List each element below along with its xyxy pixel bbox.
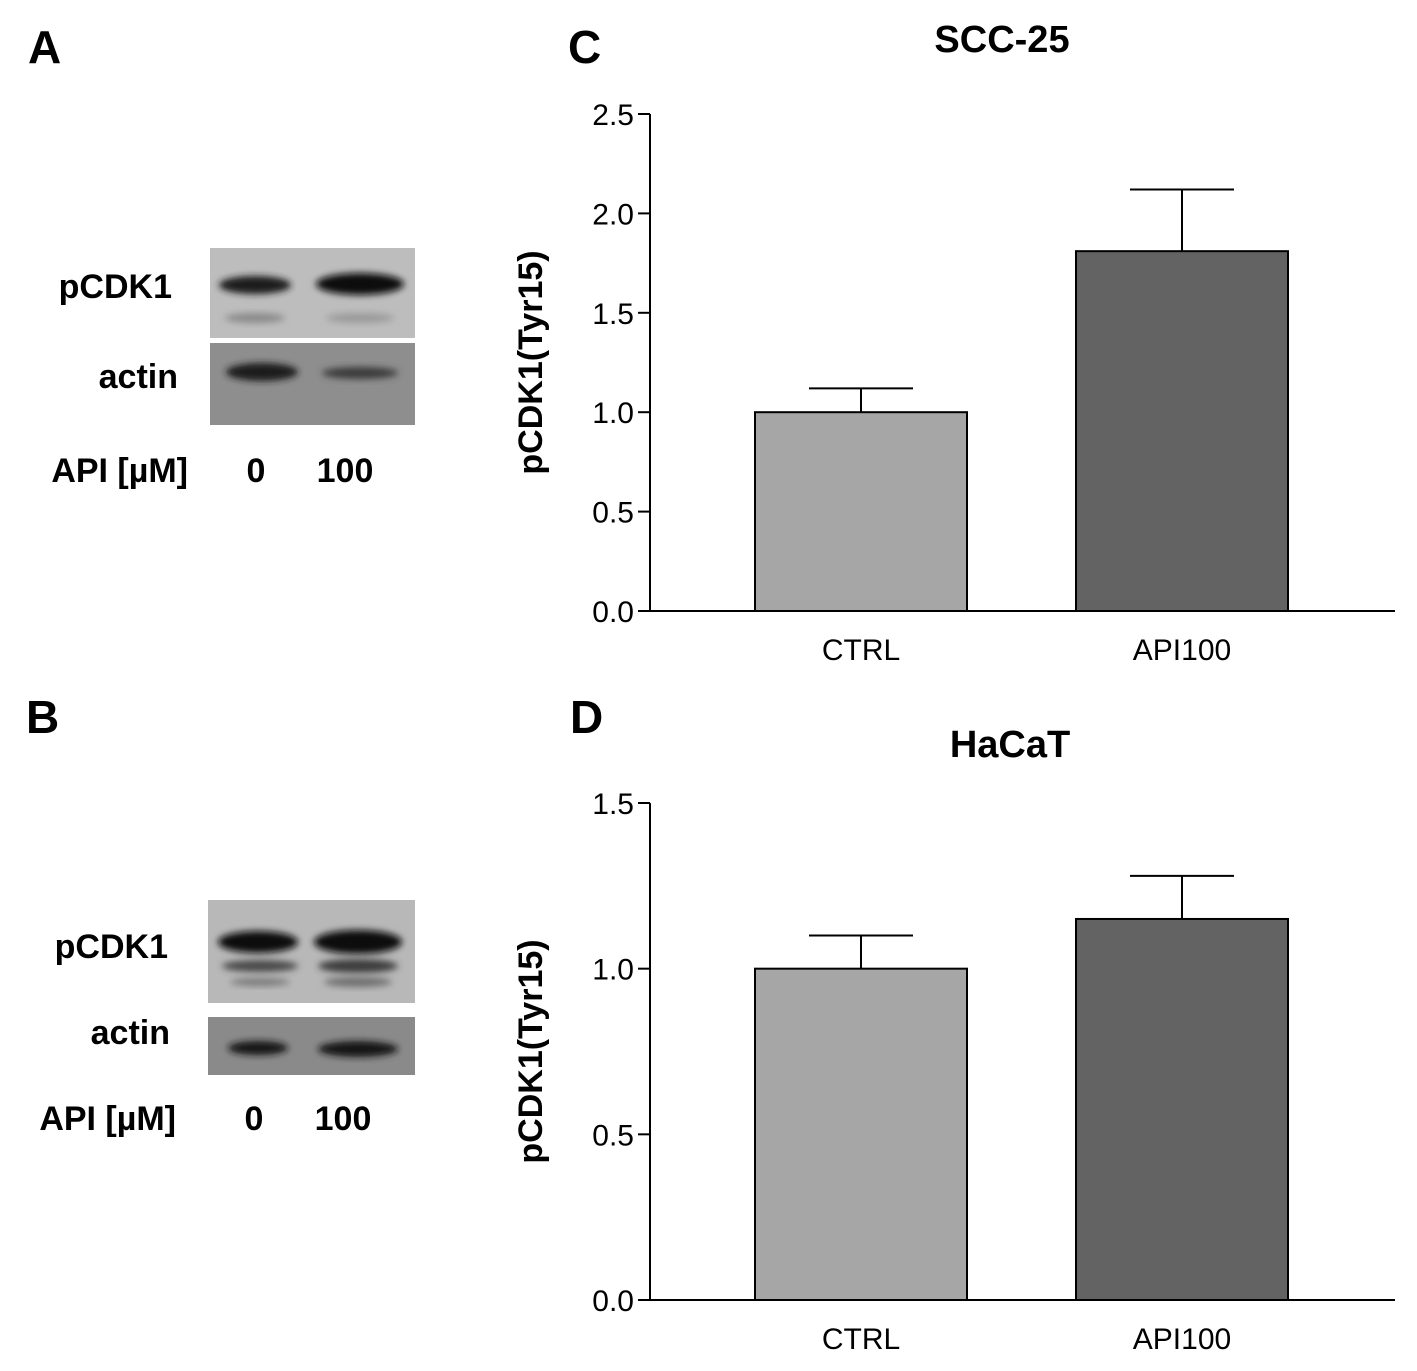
bar-api100 [1075,917,1289,1301]
blot-image-pcdk1 [210,248,415,338]
y-tick-label: 1.5 [592,788,634,821]
bar-ctrl [754,411,968,613]
band-label-pcdk1: pCDK1 [54,928,168,966]
x-tick-label: API100 [1133,1323,1231,1356]
y-tick-label: 0.0 [592,1285,634,1318]
y-tick-label: 1.0 [592,397,634,430]
chart-title: SCC-25 [934,19,1069,61]
band-label-actin: actin [98,358,178,396]
y-tick-label: 1.5 [592,298,634,331]
y-tick-label: 1.0 [592,954,634,987]
y-tick-label: 0.5 [592,1119,634,1152]
y-tick-label: 0.5 [592,497,634,530]
lane-axis-label: API [µM] [39,1100,176,1138]
y-tick-label: 0.0 [592,596,634,629]
panel-letter-b: B [26,691,60,743]
blot-image-actin [208,1017,415,1075]
panel-letter-d: D [570,691,604,743]
y-tick-label: 2.0 [592,198,634,231]
lane-label-100: 100 [314,1100,372,1138]
blot-image-actin [210,343,415,425]
x-tick-label: CTRL [822,634,900,667]
panel-letter-c: C [568,21,602,73]
y-tick-label: 2.5 [592,99,634,132]
lane-label-0: 0 [244,1100,264,1138]
lane-label-100: 100 [316,452,374,490]
lane-axis-label: API [µM] [51,452,188,490]
band-label-actin: actin [90,1014,170,1052]
y-axis-label: pCDK1(Tyr15) [512,250,550,474]
blot-image-pcdk1 [208,900,415,1003]
lane-label-0: 0 [246,452,266,490]
band-label-pcdk1: pCDK1 [58,268,172,306]
x-tick-label: CTRL [822,1323,900,1356]
y-axis-label: pCDK1(Tyr15) [512,939,550,1163]
bar-ctrl [754,967,968,1302]
panel-letter-a: A [28,21,62,73]
x-tick-label: API100 [1133,634,1231,667]
chart-title: HaCaT [950,724,1070,766]
bar-api100 [1075,250,1289,612]
